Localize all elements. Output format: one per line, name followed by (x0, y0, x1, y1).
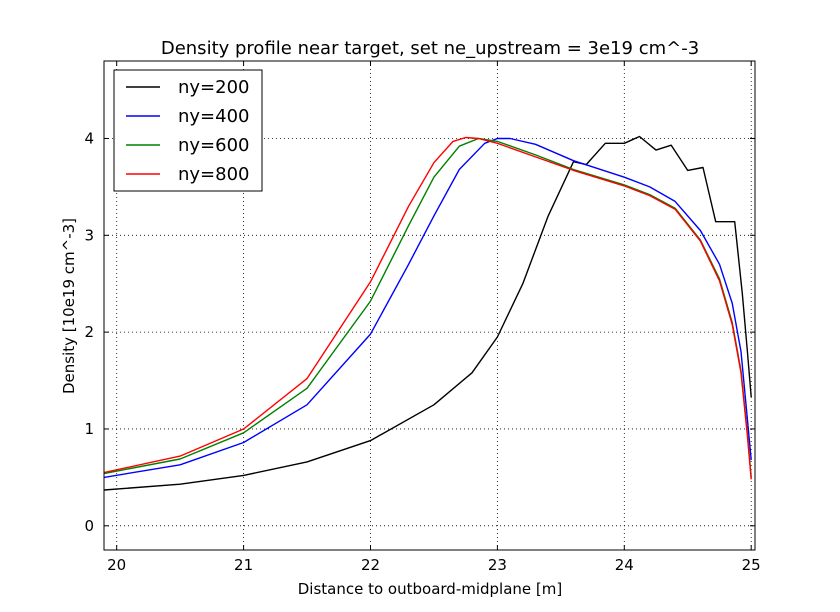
legend-box (113, 69, 263, 192)
legend-label: ny=800 (178, 164, 250, 185)
x-tick-label: 21 (234, 556, 253, 574)
x-tick-label: 23 (488, 556, 507, 574)
y-tick-label: 1 (84, 420, 94, 438)
series-line-ny-400 (103, 137, 752, 479)
series-line-ny-800 (103, 136, 752, 480)
legend-label: ny=200 (178, 77, 250, 98)
x-tick-label: 22 (361, 556, 380, 574)
x-tick-label: 24 (615, 556, 634, 574)
series-line-ny-200 (103, 135, 752, 491)
y-axis-label: Density [10e19 cm^-3] (60, 218, 78, 394)
x-tick-label: 25 (742, 556, 761, 574)
chart-title: Density profile near target, set ne_upst… (161, 38, 699, 59)
x-axis-label: Distance to outboard-midplane [m] (298, 580, 562, 598)
y-tick-label: 3 (84, 226, 94, 244)
x-tick-label: 20 (107, 556, 126, 574)
series-layer (103, 135, 752, 491)
legend: ny=200 ny=400 ny=600 ny=800 (113, 69, 263, 192)
legend-label: ny=600 (178, 135, 250, 156)
y-tick-label: 2 (84, 323, 94, 341)
legend-label: ny=400 (178, 106, 250, 127)
y-tick-label: 4 (84, 129, 94, 147)
plot-frame (103, 60, 756, 551)
y-tick-label: 0 (84, 517, 94, 535)
